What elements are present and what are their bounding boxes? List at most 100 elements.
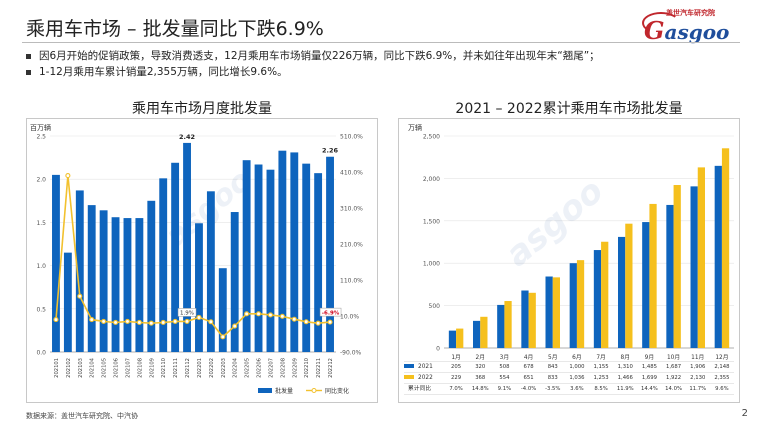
table-legend-swatch [404,364,414,368]
line-point [148,320,154,326]
table-cell: 1,922 [666,375,681,381]
x-tick-label: 9月 [645,354,655,361]
y-tick-label: 0 [436,346,440,353]
x-tick-label: 202203 [221,358,227,378]
x-tick-label: 2月 [476,354,486,361]
x-tick-label: 202212 [328,358,334,378]
table-cell: 1,906 [690,364,706,370]
y2-tick-label: 210.0% [340,242,363,249]
table-cell: 1,253 [593,375,608,381]
bar [63,252,72,352]
table-cell: 9.1% [498,386,511,392]
x-tick-label: 1月 [451,354,461,361]
monthly-chart: 百万辆 0.0 0.5 1.0 1.5 2.0 2.5 -90.0% 10.0% 110.0% 21… [26,118,378,403]
y-tick-label: 2,000 [423,176,440,183]
bar [721,148,730,348]
line-last-label: -6.9% [322,310,340,316]
x-tick-label: 202205 [245,358,251,378]
logo-swoosh-icon [642,12,680,34]
line-point [315,320,321,326]
bar [497,304,505,348]
bar [528,292,536,348]
x-tick-label: 12月 [715,354,728,361]
legend-swatch-bar [258,388,272,393]
bullet-item: 1-12月乘用车累计销量2,355万辆，同比增长9.6%。 [26,64,600,80]
x-tick-label: 202102 [66,358,72,378]
bar [593,250,602,348]
y-tick-label: 500 [429,303,441,310]
bar [714,165,722,348]
summary-bullets: 因6月开始的促销政策，导致消费透支，12月乘用车市场销量仅226万辆，同比下跌6… [26,48,600,80]
line-point [172,318,178,324]
bar [521,290,529,348]
table-cell: 1,466 [618,375,634,381]
bar [230,212,239,352]
chart-title-monthly: 乘用车市场月度批发量 [132,101,272,117]
bar [135,218,144,352]
bar [448,330,457,348]
monthly-chart-panel: 百万辆 0.0 0.5 1.0 1.5 2.0 2.5 -90.0% 10.0% 110.0% 21… [26,118,378,403]
table-cell: 1,687 [666,364,681,370]
line-dec-label-box [177,308,197,317]
line-point [291,316,297,322]
bar [545,276,553,348]
table-cell: 205 [451,364,461,370]
x-tick-label: 202110 [161,358,167,378]
line-point [184,318,190,324]
table-cell: 229 [451,375,461,381]
x-tick-label: 202209 [292,358,298,378]
table-cell: 1,036 [569,375,585,381]
bar [649,203,657,348]
bar [480,316,488,348]
y2-tick-label: 110.0% [340,278,363,285]
line-point [112,319,119,326]
bar [195,223,203,352]
gasgoo-logo: 盖世汽车研究院 Gasgoo [642,8,740,45]
x-tick-label: 202202 [209,358,215,378]
y-tick-label: 1,500 [423,218,440,225]
x-tick-label: 10月 [667,354,680,361]
table-cell: 833 [548,375,558,381]
bullet-text: 1-12月乘用车累计销量2,355万辆，同比增长9.6%。 [39,66,288,78]
x-tick-label: 5月 [548,354,558,361]
line-point [255,311,262,317]
table-cell: 368 [475,375,486,381]
table-cell: 9.6% [715,386,728,392]
y-axis-unit: 万辆 [408,123,422,132]
x-tick-label: 202206 [257,358,263,378]
bar-last-label: 2.26 [322,147,339,155]
legend-label-line: 同比变化 [325,387,349,395]
x-tick-label: 202106 [114,358,120,378]
bar [75,190,84,352]
line-point [220,334,226,340]
bar [576,260,585,348]
table-cell: 678 [524,364,535,370]
page-title: 乘用车市场 – 批发量同比下跌6.9% [26,18,324,40]
bar [697,167,705,348]
logo-text: Gasgoo [644,16,730,45]
line-point [267,312,274,318]
bar [278,150,287,352]
bar [569,263,577,348]
y-tick-label: 0.0 [36,350,46,357]
line-point [65,173,71,179]
bar [123,218,132,352]
y2-tick-label: 410.0% [340,170,363,177]
x-tick-label: 202204 [233,357,239,378]
line-point [77,293,83,299]
y-tick-label: 2.0 [36,177,46,184]
bar [266,169,275,352]
bar [473,320,481,348]
bar [666,204,674,348]
data-source: 数据来源：盖世汽车研究院、中汽协 [26,412,138,420]
bar [642,222,650,348]
x-tick-label: 11月 [691,354,704,361]
bar [147,200,156,352]
y2-tick-label: -90.0% [340,350,362,357]
y-tick-label: 2,500 [423,134,440,141]
chart-frame [398,118,740,403]
bar [601,241,609,348]
table-cell: 554 [499,375,510,381]
x-tick-label: 202111 [173,358,179,378]
page-number: 2 [741,408,748,419]
